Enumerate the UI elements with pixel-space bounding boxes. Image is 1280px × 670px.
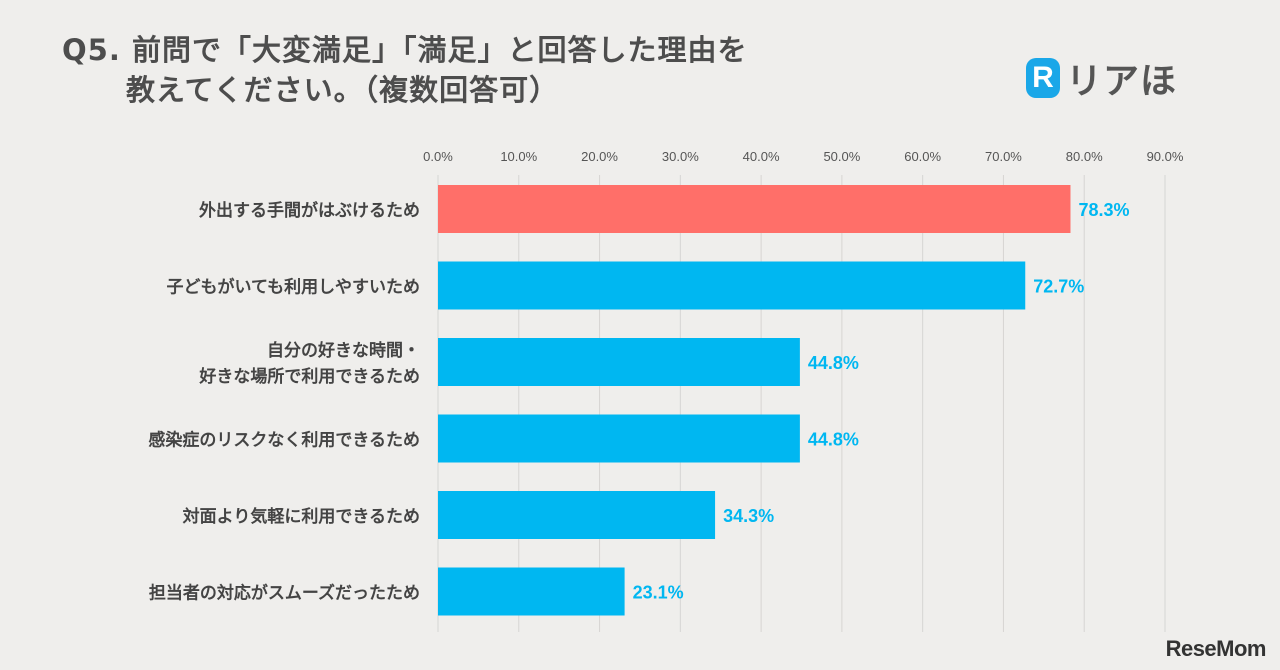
x-tick-label: 30.0% xyxy=(662,149,699,164)
value-label: 72.7% xyxy=(1033,277,1084,297)
x-tick-label: 10.0% xyxy=(500,149,537,164)
category-label: 自分の好きな時間・ xyxy=(267,340,420,361)
category-label: 対面より気軽に利用できるため xyxy=(182,506,420,527)
x-tick-label: 60.0% xyxy=(904,149,941,164)
riaho-logo: R リアほ xyxy=(1026,52,1177,104)
category-label: 子どもがいても利用しやすいため xyxy=(167,277,420,298)
bar xyxy=(438,414,800,463)
value-label: 34.3% xyxy=(723,506,774,526)
bar xyxy=(438,567,625,616)
title-line-1: Q5. 前問で「大変満足」「満足」と回答した理由を xyxy=(62,33,748,67)
category-label: 外出する手間がはぶけるため xyxy=(199,200,420,221)
x-tick-label: 90.0% xyxy=(1147,149,1184,164)
category-label: 感染症のリスクなく利用できるため xyxy=(148,430,420,451)
chart-title: Q5. 前問で「大変満足」「満足」と回答した理由を 教えてください。（複数回答可… xyxy=(62,30,747,110)
bar xyxy=(438,338,800,386)
title-line-2: 教えてください。（複数回答可） xyxy=(126,73,560,107)
category-label: 好きな場所で利用できるため xyxy=(198,366,420,387)
value-label: 44.8% xyxy=(808,430,859,450)
value-label: 44.8% xyxy=(808,353,859,373)
x-tick-label: 50.0% xyxy=(823,149,860,164)
bar xyxy=(438,491,716,539)
x-tick-label: 0.0% xyxy=(423,149,453,164)
category-label: 担当者の対応がスムーズだったため xyxy=(149,583,420,604)
bar xyxy=(438,261,1026,310)
x-tick-label: 80.0% xyxy=(1066,149,1103,164)
x-tick-label: 20.0% xyxy=(581,149,618,164)
x-tick-label: 70.0% xyxy=(985,149,1022,164)
logo-mark-icon: R xyxy=(1026,58,1060,98)
logo-text: リアほ xyxy=(1066,61,1178,102)
x-tick-label: 40.0% xyxy=(743,149,780,164)
resemom-brand: ReseMom xyxy=(1165,636,1267,661)
value-label: 78.3% xyxy=(1078,200,1129,220)
bar xyxy=(438,185,1071,233)
value-label: 23.1% xyxy=(633,583,684,603)
